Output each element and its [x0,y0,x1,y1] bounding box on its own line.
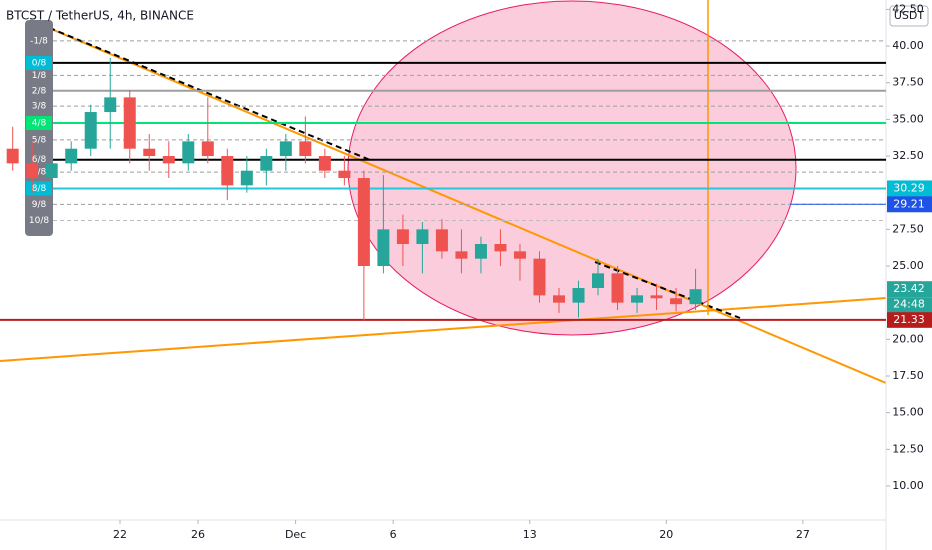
level-tag [26,55,52,70]
currency: USDT [894,9,925,22]
y-tick-label: 15.00 [892,406,924,419]
trend-line [0,297,887,362]
candle-body [572,288,585,303]
candle-body [221,156,234,186]
x-tick-label: 22 [113,528,127,541]
candle-body [162,156,175,164]
price-tag [887,180,932,197]
candle-body [299,141,312,157]
level-label: 8/8 [32,184,47,194]
y-tick-label: 37.50 [892,76,924,89]
candle-body [416,229,429,245]
candle-body [240,170,253,186]
candle-body [318,156,331,171]
candle-body [689,289,702,305]
candle-body [182,141,195,164]
level-label: 9/8 [32,200,47,210]
candle-body [45,163,58,179]
level-label: 7/8 [32,168,47,178]
price-tag [887,311,932,328]
price-tag-label: 21.33 [893,313,925,326]
candle-body [435,229,448,252]
y-tick-label: 35.00 [892,112,924,125]
dashed-trend [594,261,741,319]
candle-body [474,244,487,259]
y-tick-label: 10.00 [892,479,924,492]
y-tick-label: 42.50 [892,2,924,15]
y-tick-label: 40.00 [892,39,924,52]
level-label: 6/8 [32,155,47,165]
candle-body [65,148,78,164]
y-tick-label: 32.50 [892,149,924,162]
candle-body [631,295,644,303]
y-tick-label: 27.50 [892,222,924,235]
level-label: 0/8 [32,58,47,68]
y-tick-label: 17.50 [892,369,924,382]
candle-body [670,298,683,305]
level-label: -1/8 [30,36,48,46]
level-label: 2/8 [32,86,47,96]
candle-body [123,97,136,149]
countdown-tag [887,297,932,313]
ellipse-drawing [347,0,797,336]
price-tag-label: 29.21 [893,197,925,210]
candle-body [513,251,526,259]
price-tag-label: 23.42 [893,282,925,295]
level-label: 5/8 [32,135,47,145]
candle-body [611,273,624,303]
y-tick-label: 20.00 [892,332,924,345]
trend-line [29,19,887,384]
x-tick-label: 13 [523,528,537,541]
candle-body [533,258,546,296]
candle-body [552,295,565,303]
x-tick-label: 26 [191,528,205,541]
level-label: 1/8 [32,71,47,81]
candle-body [279,141,292,157]
y-tick-label: 25.00 [892,259,924,272]
candle-body [455,251,468,259]
candle-body [396,229,409,245]
level-label: 4/8 [32,119,47,129]
candle-body [377,229,390,267]
x-tick-label: 6 [390,528,397,541]
price-tag-label: 30.29 [893,181,925,194]
countdown: 24:48 [893,298,925,311]
candle-body [592,273,605,289]
candle-body [357,178,370,267]
currency-box[interactable] [889,5,929,27]
candle-body [6,148,19,164]
candle-body [201,141,214,157]
x-tick-label: 20 [659,528,673,541]
candle-body [650,295,663,299]
x-tick-label: 27 [796,528,810,541]
candle-body [84,112,97,149]
level-tag [26,116,52,131]
candle-body [338,170,351,179]
price-tag [887,281,932,298]
candle-body [26,163,39,179]
candle-body [260,156,273,171]
candle-body [104,97,117,113]
price-tag [887,196,932,213]
chart-title: BTCST / TetherUS, 4h, BINANCE [6,9,194,23]
candle-body [494,244,507,252]
x-tick-label: Dec [285,528,306,541]
candle-body [143,148,156,157]
y-tick-label: 12.50 [892,442,924,455]
level-label: 3/8 [32,102,47,112]
level-label: 10/8 [29,216,49,226]
